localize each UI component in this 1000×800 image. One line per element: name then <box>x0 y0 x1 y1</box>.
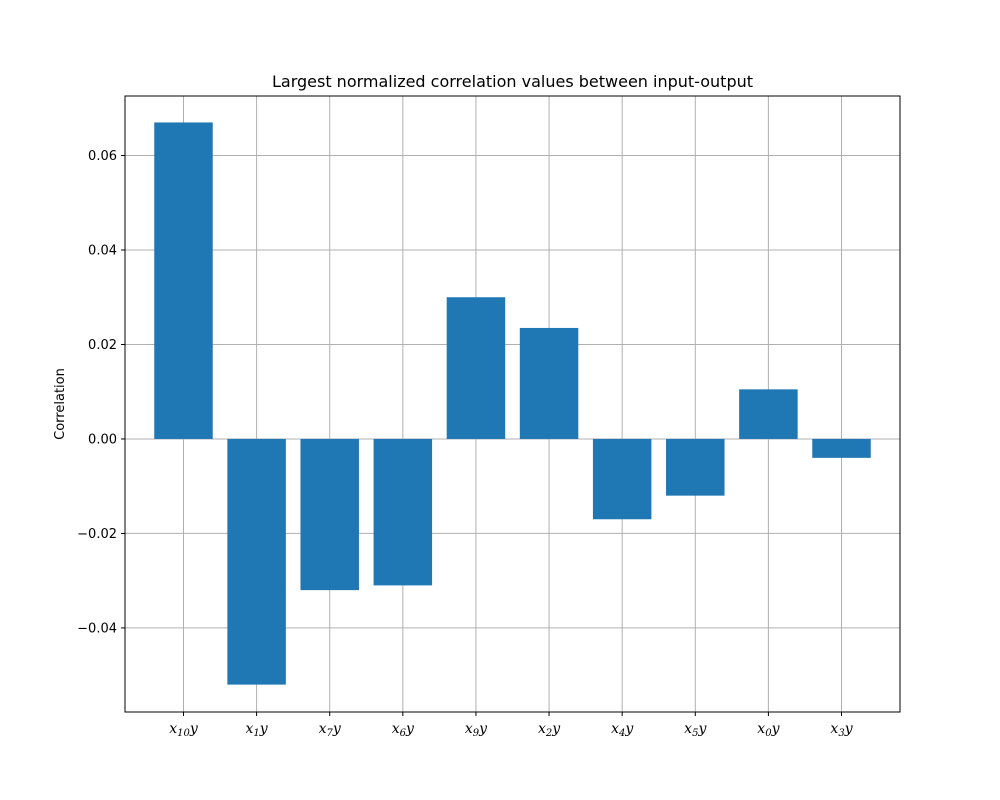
plot-frame <box>124 95 901 713</box>
y-tick-label: −0.04 <box>77 621 117 636</box>
bar <box>154 122 213 439</box>
bar <box>373 438 433 586</box>
bar <box>739 389 798 439</box>
chart-title: Largest normalized correlation values be… <box>272 72 753 91</box>
x-tick-label: x4y <box>611 721 634 739</box>
bar <box>300 438 359 591</box>
bars <box>154 122 871 685</box>
y-axis-label: Correlation <box>53 368 68 440</box>
grid <box>125 96 900 712</box>
bar <box>519 327 579 439</box>
bar <box>446 297 506 439</box>
x-tick-label: x3y <box>830 721 853 739</box>
x-tick-label: x0y <box>757 721 780 739</box>
y-tick-label: 0.02 <box>88 338 117 353</box>
y-tick-label: 0.00 <box>88 432 117 447</box>
x-tick-label: x7y <box>319 721 342 739</box>
bar <box>812 438 871 458</box>
bar <box>227 438 286 685</box>
bar <box>592 438 652 520</box>
bar <box>666 438 725 496</box>
x-tick-label: x5y <box>684 721 707 739</box>
x-tick-label: x9y <box>465 721 488 739</box>
x-tick-label: x1y <box>246 721 269 739</box>
x-tick-label: x10y <box>169 721 199 739</box>
y-tick-label: 0.06 <box>88 149 117 164</box>
y-tick-label: 0.04 <box>88 244 117 259</box>
y-tick-label: −0.02 <box>77 527 117 542</box>
x-tick-label: x6y <box>392 721 415 739</box>
x-tick-label: x2y <box>538 721 561 739</box>
axis-ticks: x10y x1y x7y x6y x9y x2y x4y x5y x0y x3y −0.04 −0.0… <box>77 149 854 739</box>
